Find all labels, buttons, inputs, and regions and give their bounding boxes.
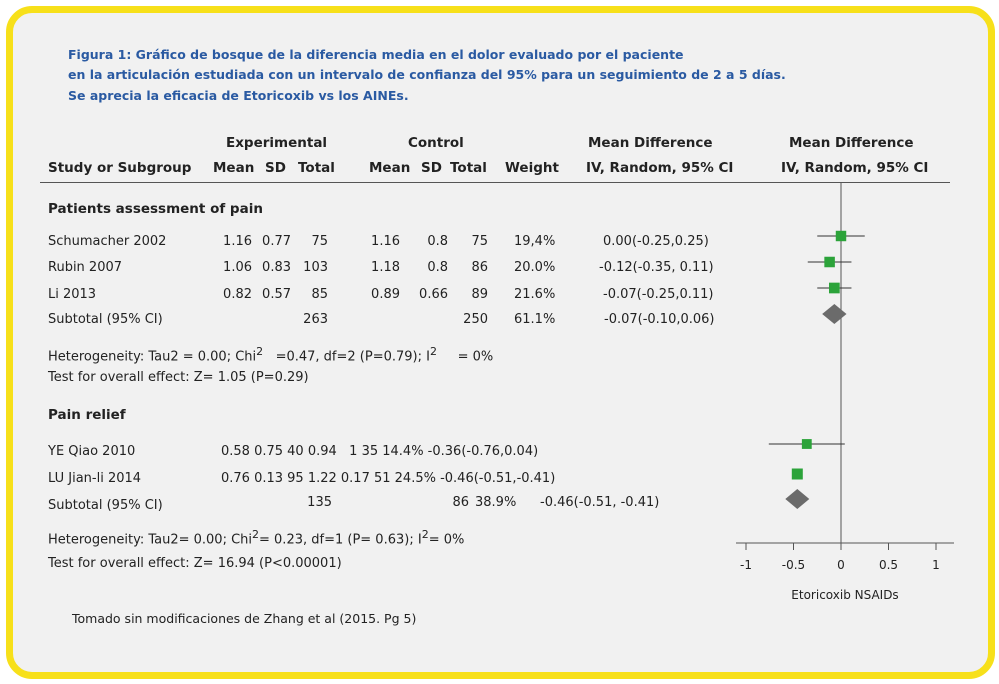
- x-tick-label: 0.5: [879, 558, 898, 572]
- header-study: Study or Subgroup: [48, 160, 192, 176]
- subtotal-total-c: 86: [452, 495, 469, 510]
- header-rule: [40, 182, 950, 183]
- header-sd-c: SD: [421, 160, 442, 176]
- caption-line-2: en la articulación estudiada con un inte…: [68, 67, 786, 82]
- overall-effect-2: Test for overall effect: Z= 16.94 (P<0.0…: [48, 556, 342, 571]
- mean-c: 1.16: [371, 234, 400, 249]
- ci: 0.00(-0.25,0.25): [603, 234, 709, 249]
- caption-line-1: Figura 1: Gráfico de bosque de la difere…: [68, 47, 684, 62]
- mean-e: 1.06: [223, 260, 252, 275]
- sd-e: 0.57: [262, 287, 291, 302]
- subtotal-label: Subtotal (95% CI): [48, 312, 163, 327]
- group1-title: Patients assessment of pain: [48, 201, 263, 217]
- subtotal-diamond: [822, 304, 847, 324]
- row-values: 0.76 0.13 95 1.22 0.17 51 24.5% -0.46(-0…: [221, 471, 556, 486]
- subtotal-total-e: 135: [307, 495, 332, 510]
- header-control: Control: [408, 135, 464, 151]
- total-e: 85: [311, 287, 328, 302]
- mean-e: 1.16: [223, 234, 252, 249]
- total-e: 103: [303, 260, 328, 275]
- x-tick-label: -0.5: [782, 558, 805, 572]
- sd-c: 0.8: [427, 234, 448, 249]
- weight: 20.0%: [514, 260, 556, 275]
- sd-c: 0.66: [419, 287, 448, 302]
- x-tick-label: 1: [932, 558, 940, 572]
- study-name: YE Qiao 2010: [48, 444, 136, 459]
- x-axis-label: Etoricoxib NSAIDs: [791, 588, 898, 602]
- subtotal-ci: -0.46(-0.51, -0.41): [540, 495, 660, 510]
- header-total-e: Total: [298, 160, 335, 176]
- sd-c: 0.8: [427, 260, 448, 275]
- header-mean-c: Mean: [369, 160, 411, 176]
- subtotal-total-e: 263: [303, 312, 328, 327]
- total-c: 86: [471, 260, 488, 275]
- header-mean-e: Mean: [213, 160, 255, 176]
- figure-card: [6, 6, 995, 679]
- header-total-c: Total: [450, 160, 487, 176]
- total-c: 89: [471, 287, 488, 302]
- overall-effect-1: Test for overall effect: Z= 1.05 (P=0.29…: [48, 370, 309, 385]
- subtotal-weight: 61.1%: [514, 312, 556, 327]
- ci: -0.07(-0.25,0.11): [603, 287, 714, 302]
- group2-title: Pain relief: [48, 407, 126, 423]
- sd-e: 0.77: [262, 234, 291, 249]
- x-tick-label: 0: [837, 558, 845, 572]
- source-note: Tomado sin modificaciones de Zhang et al…: [72, 611, 417, 626]
- study-name: Li 2013: [48, 287, 97, 302]
- subtotal-weight: 38.9%: [475, 495, 517, 510]
- heterogeneity-2: Heterogeneity: Tau2= 0.00; Chi2= 0.23, d…: [48, 528, 465, 548]
- mean-c: 0.89: [371, 287, 400, 302]
- subtotal-ci: -0.07(-0.10,0.06): [604, 312, 715, 327]
- study-name: LU Jian-li 2014: [48, 471, 142, 486]
- header-experimental: Experimental: [226, 135, 328, 151]
- study-name: Rubin 2007: [48, 260, 123, 275]
- study-name: Schumacher 2002: [48, 234, 167, 249]
- study-marker: [835, 230, 847, 242]
- subtotal-label: Subtotal (95% CI): [48, 498, 163, 513]
- subtotal-diamond: [785, 489, 810, 509]
- study-marker: [801, 439, 812, 449]
- total-e: 75: [311, 234, 328, 249]
- study-marker: [829, 282, 840, 294]
- weight: 19,4%: [514, 234, 556, 249]
- total-c: 75: [471, 234, 488, 249]
- weight: 21.6%: [514, 287, 556, 302]
- header-ci-1: IV, Random, 95% CI: [586, 160, 734, 176]
- mean-e: 0.82: [223, 287, 252, 302]
- header-weight: Weight: [505, 160, 559, 176]
- header-mean-difference-2: Mean Difference: [789, 135, 914, 151]
- subtotal-total-c: 250: [463, 312, 488, 327]
- mean-c: 1.18: [371, 260, 400, 275]
- heterogeneity-1: Heterogeneity: Tau2 = 0.00; Chi2 =0.47, …: [48, 345, 494, 365]
- study-marker: [824, 256, 835, 268]
- study-marker: [791, 468, 803, 480]
- x-tick-label: -1: [740, 558, 752, 572]
- caption-line-3: Se aprecia la eficacia de Etoricoxib vs …: [68, 88, 409, 103]
- header-ci-2: IV, Random, 95% CI: [781, 160, 929, 176]
- row-values: 0.58 0.75 40 0.94 1 35 14.4% -0.36(-0.76…: [221, 444, 539, 459]
- ci: -0.12(-0.35, 0.11): [599, 260, 714, 275]
- header-mean-difference-1: Mean Difference: [588, 135, 713, 151]
- header-sd-e: SD: [265, 160, 286, 176]
- sd-e: 0.83: [262, 260, 291, 275]
